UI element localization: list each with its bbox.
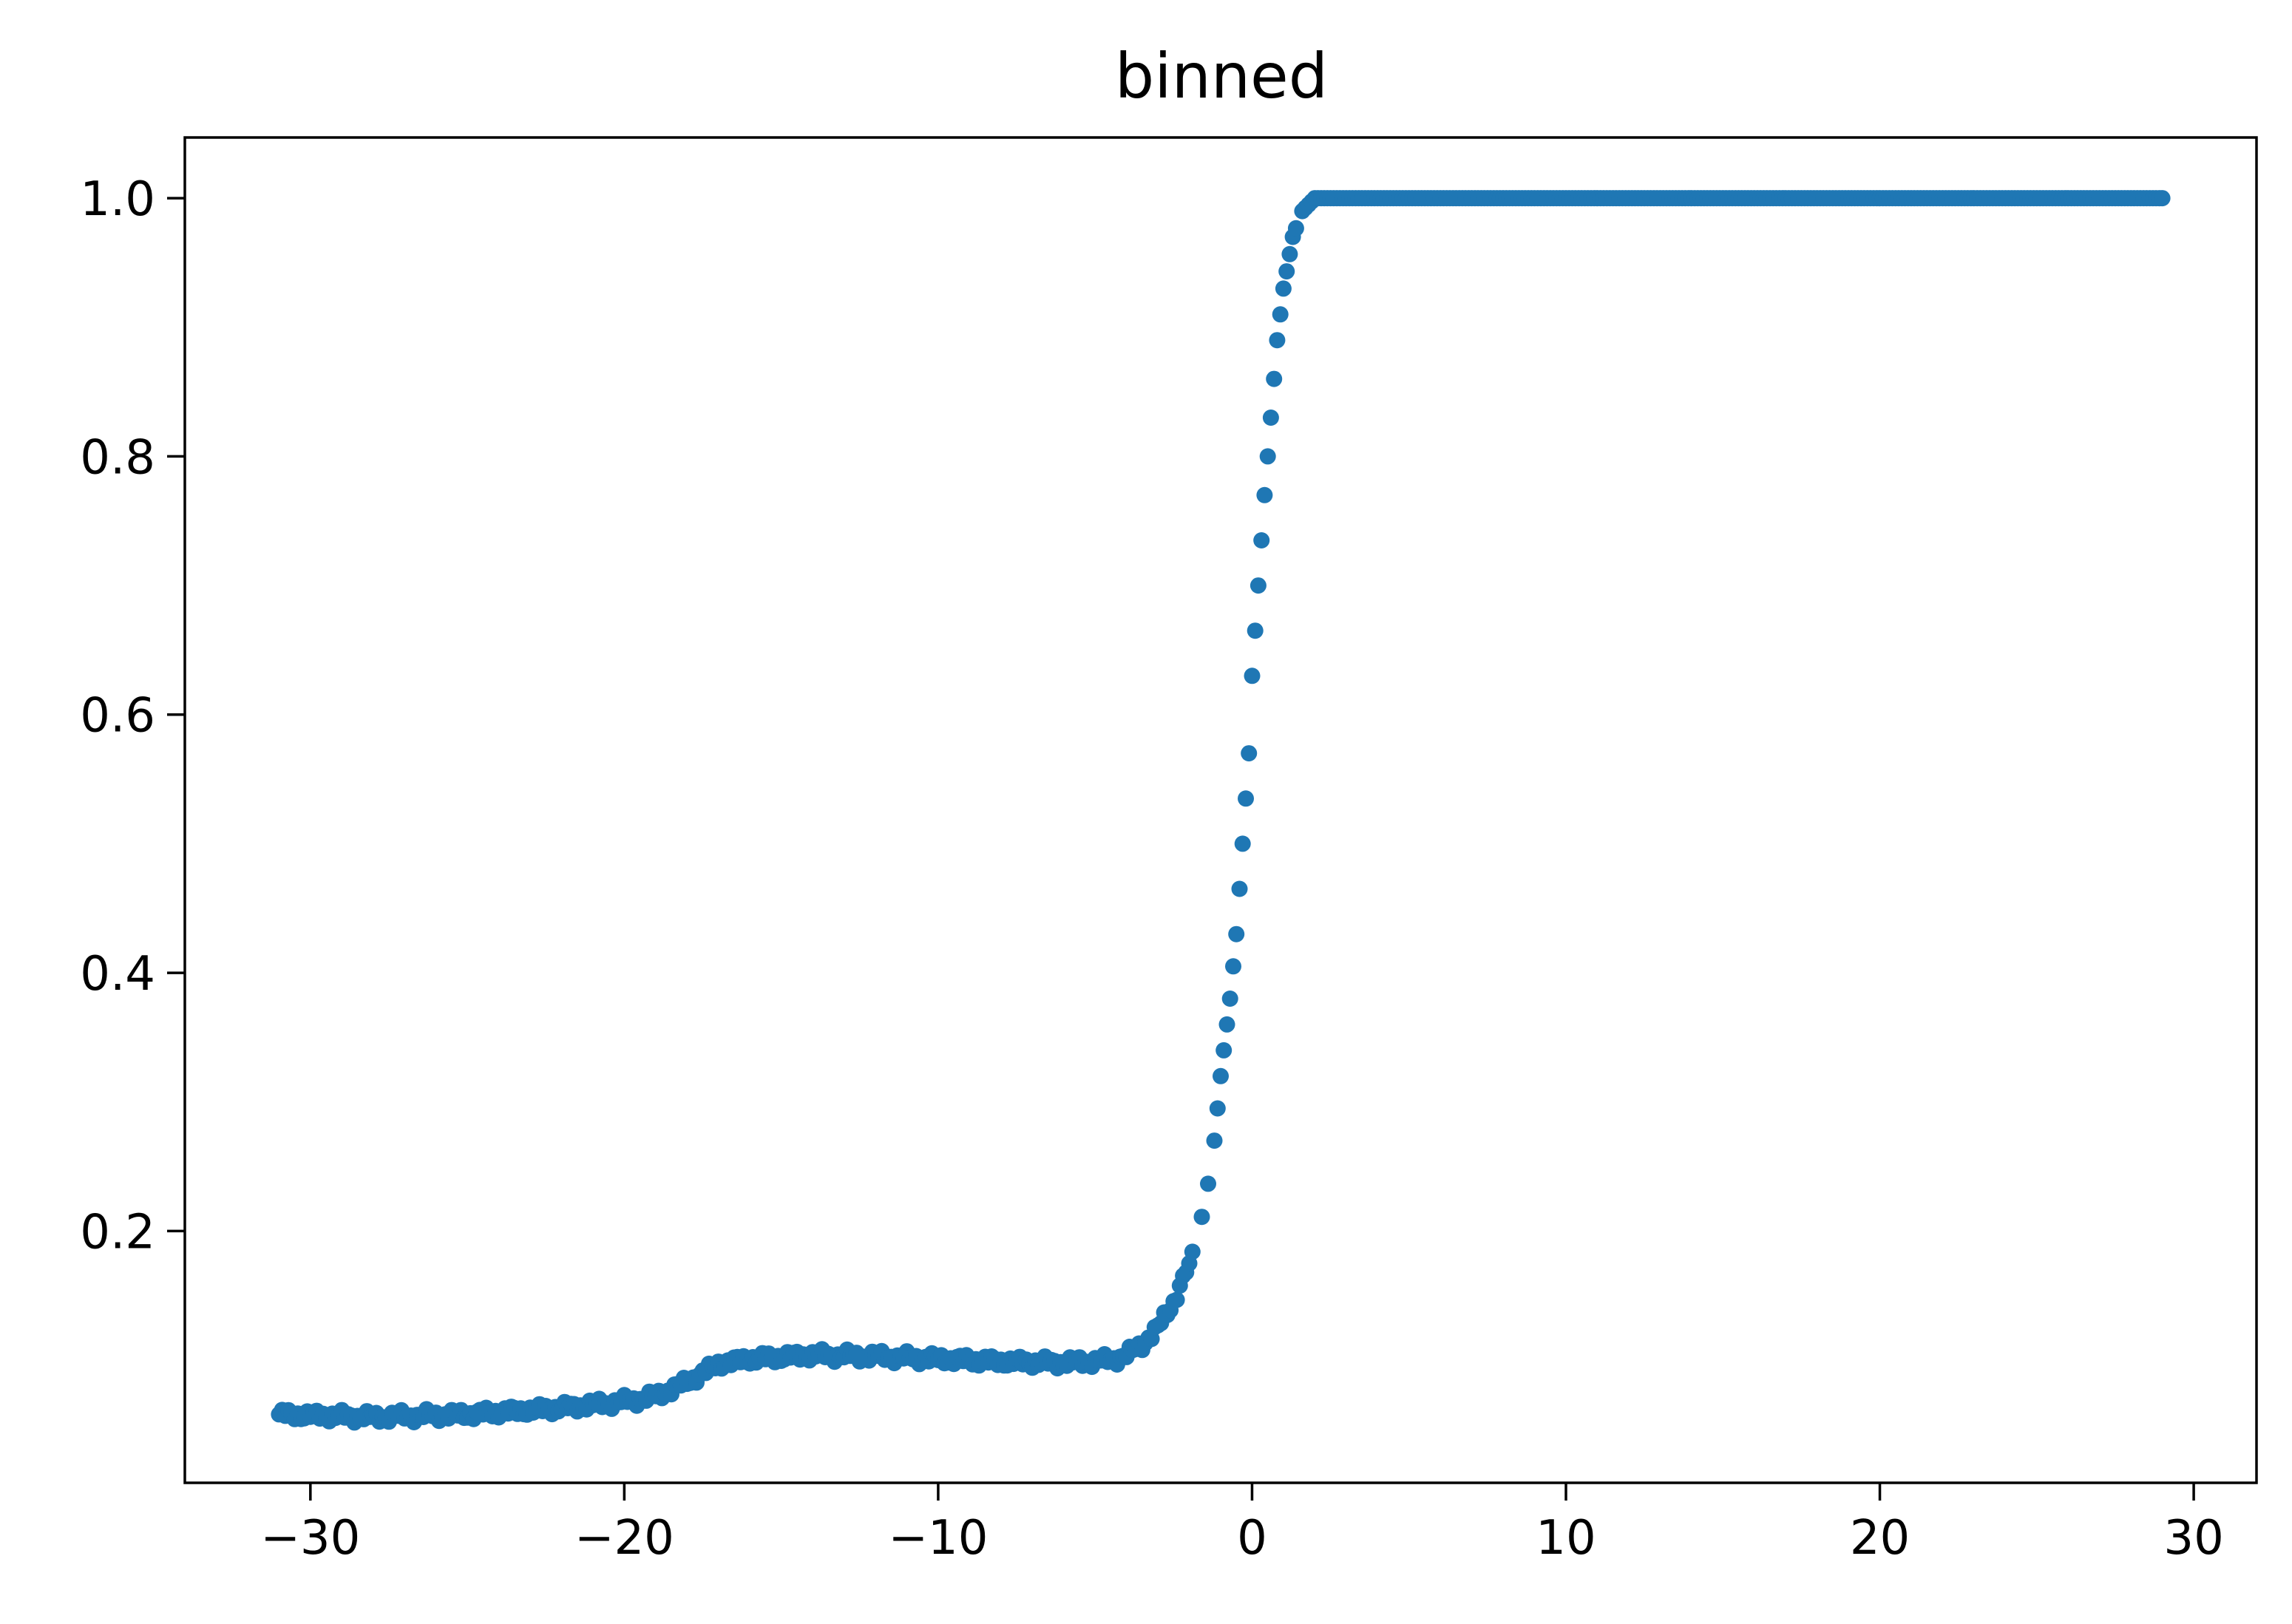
y-tick-label: 1.0: [80, 172, 155, 227]
data-point: [1281, 245, 1298, 262]
x-tick-label: −30: [260, 1511, 360, 1566]
axes-frame: [183, 136, 2258, 1484]
x-tick-label: 30: [2163, 1511, 2223, 1566]
data-point: [1213, 1067, 1229, 1084]
data-point: [1250, 577, 1267, 594]
data-point: [1241, 745, 1258, 762]
data-point: [1231, 880, 1248, 897]
data-point: [1266, 370, 1283, 387]
data-point: [1259, 448, 1276, 465]
x-tick-label: −20: [574, 1511, 674, 1566]
data-point: [1253, 532, 1270, 548]
x-tick-label: −10: [888, 1511, 988, 1566]
data-point: [1193, 1209, 1210, 1226]
data-point: [1247, 622, 1264, 639]
data-point: [1206, 1132, 1223, 1149]
data-point: [1272, 306, 1289, 323]
x-tick-label: 10: [1536, 1511, 1596, 1566]
y-tick-label: 0.2: [80, 1205, 155, 1260]
data-point: [1168, 1291, 1185, 1308]
data-point: [1238, 790, 1254, 807]
data-point: [1234, 835, 1251, 852]
data-point: [1278, 263, 1295, 280]
data-point: [1225, 958, 1241, 975]
data-point: [1209, 1100, 1226, 1117]
chart-title: binned: [1115, 40, 1328, 112]
data-point: [1275, 280, 1292, 297]
data-point: [1256, 486, 1273, 503]
data-point: [1287, 220, 1304, 237]
data-point: [1218, 1016, 1235, 1033]
data-points: [271, 190, 2171, 1431]
data-point: [2154, 190, 2171, 207]
data-point: [1228, 925, 1245, 942]
data-point: [1184, 1243, 1201, 1260]
y-tick-label: 0.4: [80, 947, 155, 1002]
x-tick-label: 0: [1237, 1511, 1267, 1566]
data-point: [1200, 1175, 1216, 1192]
y-tick-label: 0.8: [80, 430, 155, 485]
data-point: [1244, 667, 1261, 684]
y-tick-label: 0.6: [80, 689, 155, 744]
data-point: [1215, 1042, 1233, 1059]
data-point: [1262, 410, 1279, 426]
x-axis: −30 −20 −10 0 10 20 30: [260, 1483, 2224, 1566]
data-point: [1269, 332, 1286, 349]
y-axis: 0.2 0.4 0.6 0.8 1.0: [80, 172, 185, 1260]
x-tick-label: 20: [1850, 1511, 1910, 1566]
data-point: [1221, 991, 1238, 1007]
